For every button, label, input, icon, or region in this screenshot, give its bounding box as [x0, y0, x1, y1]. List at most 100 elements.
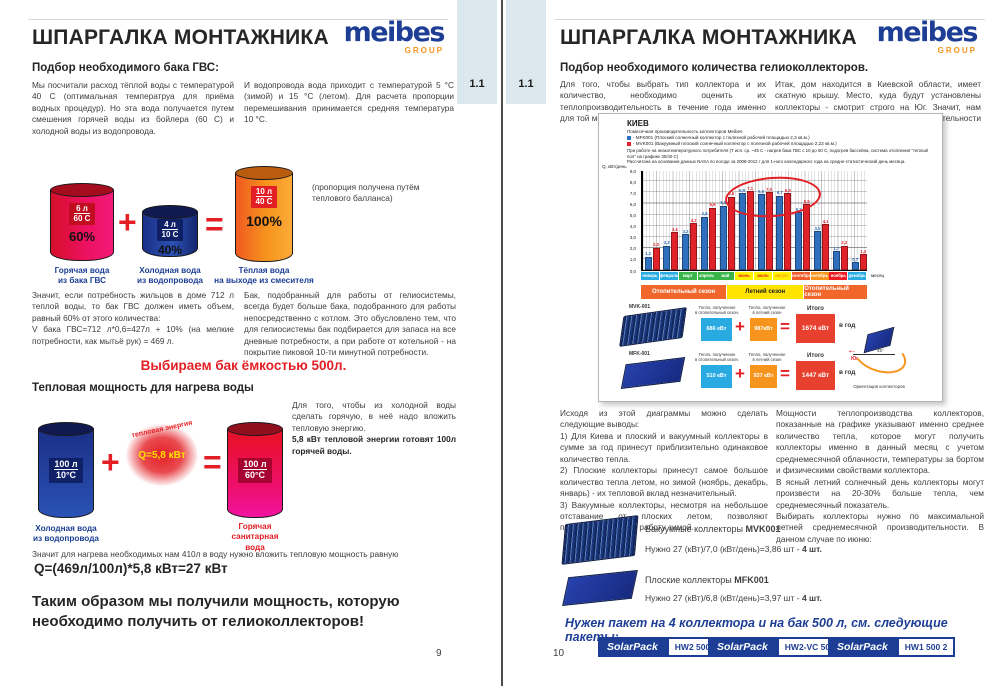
cylinder-label: Горячая санитарная вода	[231, 522, 279, 552]
logo-group-label: GROUP	[404, 45, 444, 55]
page-number: 9	[436, 648, 442, 659]
page-number: 10	[553, 648, 565, 659]
bar-value-label: 6,7	[776, 190, 783, 196]
value-box-total: 1674 кВт	[796, 314, 835, 343]
value-box-total: 1447 кВт	[796, 361, 835, 390]
product-calc: Нужно 27 (кВт)/6,8 (кВт/день)=3,97 шт - …	[645, 593, 822, 603]
paragraph: Значит, если потребность жильцов в доме …	[32, 290, 234, 346]
bar-MFK001-июнь	[738, 193, 746, 270]
bar-MFK001-ноябрь	[832, 251, 840, 270]
month-label-октябрь: октябрь	[810, 272, 829, 280]
y-tick-label: 4,0	[629, 224, 636, 230]
bar-value-label: 2,2	[663, 240, 670, 246]
month-label-февраль: февраль	[659, 272, 678, 280]
month-label-июнь: июнь	[735, 272, 754, 280]
product-result: 4 шт.	[801, 544, 822, 554]
cylinder-label: Тёплая вода на выходе из смесителя	[214, 266, 314, 286]
cylinder-label: Холодная вода из водопровода	[33, 524, 99, 544]
bar-value-label: 6,8	[758, 188, 764, 194]
header-rule	[555, 19, 985, 20]
summary-row-mfk: MFK-001 Тепло, полученное в отопительный…	[599, 351, 944, 397]
equals-sign: =	[205, 206, 224, 242]
season-bands: Отопительный сезон Летний сезон Отопител…	[641, 285, 867, 299]
chart-subtitle: Помесячная производительность коллекторо…	[627, 129, 743, 134]
y-axis-label: Q, кВт/день	[602, 164, 627, 169]
warm-fraction: 10 л 40 С	[250, 186, 278, 209]
chart-title: КИЕВ	[627, 119, 649, 128]
bar-value-label: 5,6	[709, 202, 716, 208]
bar-MVK001-август	[784, 193, 792, 270]
section-tab-left: 1.1	[457, 0, 497, 104]
bar-MFK001-декабрь	[851, 262, 859, 270]
summary-label: Тепло, полученное в отопительный сезон.	[695, 305, 739, 316]
bar-value-label: 3,2	[682, 228, 689, 234]
paragraph: И водопровода вода приходит с температур…	[244, 80, 454, 125]
legend-row-mfk: - MFK001 (Плоский солнечный коллектор с …	[627, 135, 810, 141]
bar-MFK001-июль	[757, 194, 765, 270]
month-label-май: май	[716, 272, 735, 280]
conclusion-line: Значит для нагрева необходимых нам 410л …	[32, 549, 399, 559]
page-divider	[501, 0, 503, 686]
bar-value-label: 4,1	[822, 218, 829, 224]
cylinder-hot-water: 6 л 60 С 60%	[50, 183, 114, 261]
collector-model: MFK-001	[629, 351, 650, 357]
plus-sign: +	[735, 317, 745, 336]
month-label-апрель: апрель	[697, 272, 716, 280]
product-title: Вакуумные коллекторы MVK001	[645, 524, 781, 534]
collector-model: MVK-001	[629, 304, 651, 310]
bar-value-label: 1,7	[833, 245, 840, 251]
cylinder-cold-big: 100 л 10°С	[38, 422, 94, 518]
bar-value-label: 1,2	[645, 251, 651, 257]
bar-MVK001-июнь	[746, 191, 754, 270]
cylinder-hot-big: 100 л 60°С	[227, 422, 283, 518]
total-label: Итого	[807, 306, 824, 312]
product-name: Плоские коллекторы	[645, 575, 735, 585]
legend-swatch-blue	[627, 135, 631, 140]
month-label-ноябрь: ноябрь	[829, 272, 848, 280]
hot-percent: 60%	[68, 229, 96, 245]
season-band-heating2: Отопительный сезон	[804, 285, 867, 299]
solarpack-model: HW1 500 2	[896, 637, 956, 657]
bar-MVK001-январь	[652, 247, 660, 270]
bar-value-label: 3,5	[814, 225, 821, 231]
coldbig-fraction: 100 л 10°С	[49, 458, 83, 483]
solarpack-brand: SolarPack	[708, 637, 777, 657]
summary-label: Тепло, полученное в летний сезон	[748, 305, 786, 316]
month-label-декабрь: декабрь	[848, 272, 867, 280]
page-right: 1.1 ШПАРГАЛКА МОНТАЖНИКА meibes GROUP По…	[503, 0, 1000, 686]
bar-MFK001-октябрь	[814, 231, 821, 270]
base-line	[853, 354, 895, 355]
bar-MVK001-май	[727, 196, 735, 270]
bar-value-label: 6,6	[728, 191, 735, 197]
tilt-angle-label: 45°	[877, 348, 884, 353]
legend-label: - MVK001 (Вакуумный плоский солнечный ко…	[633, 141, 837, 146]
season-band-summer: Летний сезон	[727, 285, 804, 299]
bar-MFK001-сентябрь	[795, 212, 803, 270]
y-tick-label: 2,0	[629, 246, 636, 252]
plus-sign: +	[118, 204, 137, 240]
y-axis-ticks: 0,0 1,0 2,0 3,0 4,0 5,0 6,0 7,0 8,0 9,0	[621, 169, 639, 274]
page-title: ШПАРГАЛКА МОНТАЖНИКА	[32, 26, 329, 49]
bar-MVK001-декабрь	[859, 254, 867, 270]
vacuum-collector-photo	[561, 515, 639, 565]
bar-value-label: 0,7	[852, 256, 859, 262]
bar-value-label: 1,4	[860, 248, 867, 254]
month-label-март: март	[678, 272, 697, 280]
tab-label: 1.1	[518, 78, 534, 90]
season-band-heating1: Отопительный сезон	[641, 285, 727, 299]
bar-value-label: 2,2	[841, 240, 848, 246]
tank-choice-highlight: Выбираем бак ёмкостью 500л.	[140, 358, 347, 373]
paragraph: Для того, чтобы из холодной воды сделать…	[292, 400, 456, 457]
x-axis-label: месяц	[871, 273, 885, 278]
paragraph: Исходя из этой диаграммы можно сделать с…	[560, 408, 768, 533]
note-bold: 5,8 кВт тепловой энергии готовят 100л го…	[292, 434, 456, 456]
section-heading-gvs: Подбор необходимого бака ГВС:	[32, 62, 219, 74]
bar-MVK001-март	[690, 223, 698, 270]
note-plain: Для того, чтобы из холодной воды сделать…	[292, 400, 456, 433]
bar-MFK001-апрель	[701, 216, 708, 270]
y-tick-label: 7,0	[629, 190, 636, 196]
hotbig-fraction: 100 л 60°С	[238, 458, 272, 483]
chart-note: Рассчитана на основании данных NASA по п…	[627, 159, 906, 164]
chart-note: При работе на низкотемпературного потреб…	[627, 148, 928, 159]
